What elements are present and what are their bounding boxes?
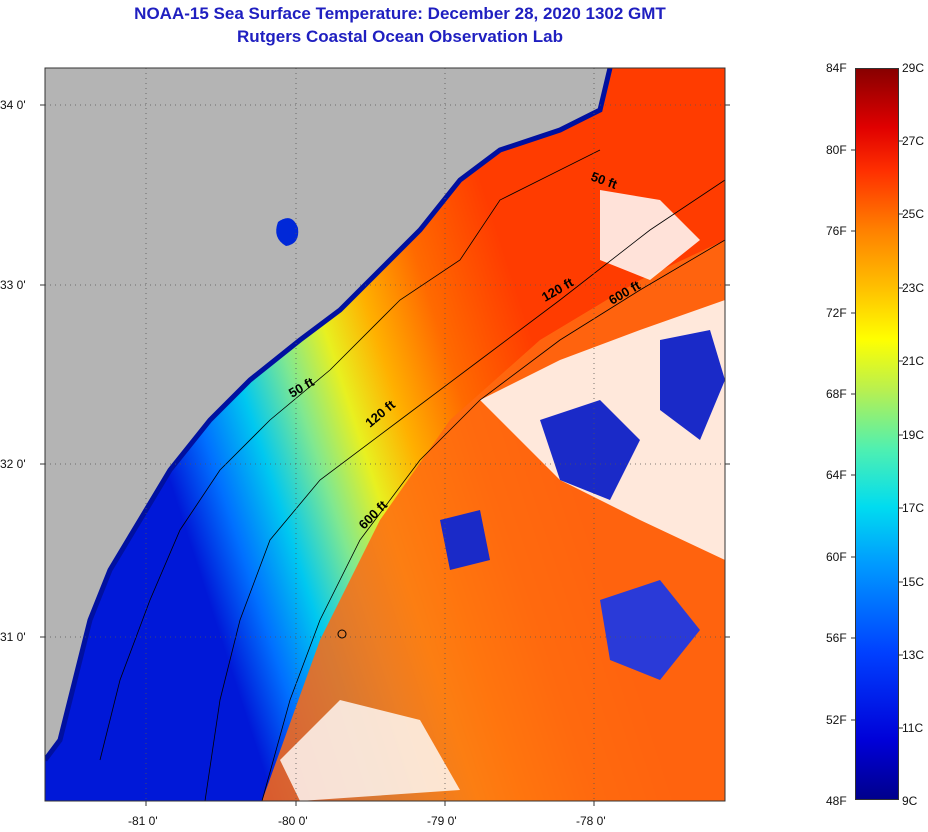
- colorbar-c-label: 17C: [902, 501, 925, 515]
- colorbar-ticks: [851, 140, 903, 729]
- colorbar-f-label: 68F: [826, 387, 847, 401]
- colorbar-c-label: 19C: [902, 428, 925, 442]
- cloud-patch: [600, 190, 700, 280]
- contour-50ft: [99, 149, 601, 761]
- contour-120ft: [204, 179, 725, 801]
- cold-patch: [600, 580, 700, 680]
- colorbar-f-label: 64F: [826, 468, 847, 482]
- map-area: [45, 68, 725, 801]
- colorbar-c-label: 27C: [902, 134, 925, 148]
- colorbar-c-label: 11C: [902, 721, 924, 735]
- lon-label-79: -79 0': [427, 814, 457, 828]
- colorbar-f-label: 56F: [826, 631, 847, 645]
- coastline: [45, 68, 613, 762]
- lat-label-34: 34 0': [0, 98, 26, 112]
- land-mass: [45, 68, 610, 760]
- contour-600ft: [261, 239, 725, 801]
- colorbar-c-label: 13C: [902, 648, 925, 662]
- map-subtitle: Rutgers Coastal Ocean Observation Lab: [237, 27, 563, 46]
- lat-label-31: 31 0': [0, 630, 26, 644]
- colorbar-c-label: 9C: [902, 794, 918, 808]
- colorbar-f-label: 76F: [826, 224, 847, 238]
- colorbar-c-label: 15C: [902, 575, 925, 589]
- colorbar-c-label: 25C: [902, 207, 925, 221]
- cloud-patch: [280, 700, 460, 801]
- map-frame: [44, 67, 726, 802]
- cold-patch: [440, 510, 490, 570]
- cold-patch: [540, 400, 640, 500]
- colorbar-c-label: 23C: [902, 281, 925, 295]
- lat-lon-grid: [45, 68, 725, 801]
- colorbar-f-label: 60F: [826, 550, 847, 564]
- temperature-colorbar: [855, 68, 899, 800]
- lon-label-78: -78 0': [576, 814, 606, 828]
- axis-ticks: [40, 104, 730, 806]
- cold-patch: [660, 330, 725, 440]
- colorbar-f-label: 72F: [826, 306, 847, 320]
- inland-lake: [276, 218, 299, 246]
- colorbar-f-label: 52F: [826, 713, 847, 727]
- colorbar-f-label: 80F: [826, 143, 847, 157]
- lon-label-81: -81 0': [128, 814, 158, 828]
- colorbar-f-label: 48F: [826, 794, 847, 808]
- lat-label-32: 32 0': [0, 457, 26, 471]
- map-title: NOAA-15 Sea Surface Temperature: Decembe…: [134, 4, 666, 23]
- colorbar-c-label: 21C: [902, 354, 925, 368]
- colorbar-f-label: 84F: [826, 61, 847, 75]
- lat-label-33: 33 0': [0, 278, 26, 292]
- buoy-marker: [337, 629, 347, 639]
- lon-label-80: -80 0': [278, 814, 308, 828]
- colorbar-c-label: 29C: [902, 61, 925, 75]
